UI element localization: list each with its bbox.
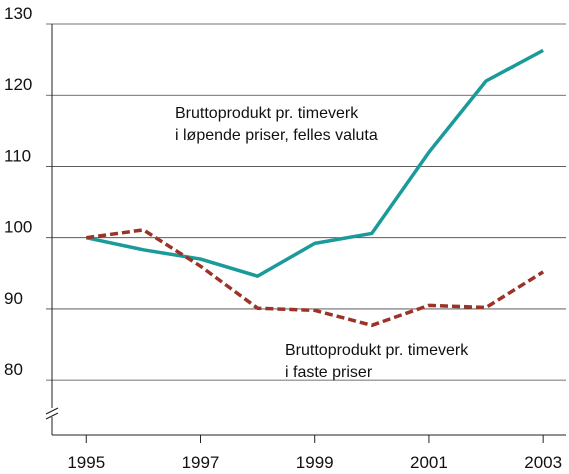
annotation: i løpende priser, felles valuta [175, 127, 378, 144]
y-tick-label: 110 [4, 146, 31, 165]
y-tick-label: 80 [4, 360, 23, 379]
x-tick-label: 1995 [67, 453, 105, 472]
x-tick-label: 2001 [410, 453, 448, 472]
series-line [86, 228, 545, 328]
y-tick-label: 120 [4, 75, 32, 94]
y-tick-label: 100 [4, 218, 32, 237]
axis-break [45, 407, 59, 420]
y-tick-label: 130 [4, 4, 32, 23]
y-tick-label: 90 [4, 289, 23, 308]
annotation: Bruttoprodukt pr. timeverk [175, 105, 359, 122]
annotation: Bruttoprodukt pr. timeverk [285, 342, 469, 359]
x-tick-label: 2003 [524, 453, 562, 472]
x-tick-label: 1997 [182, 453, 220, 472]
annotation: i faste priser [285, 364, 373, 381]
x-tick-label: 1999 [296, 453, 334, 472]
series-line [85, 48, 544, 278]
